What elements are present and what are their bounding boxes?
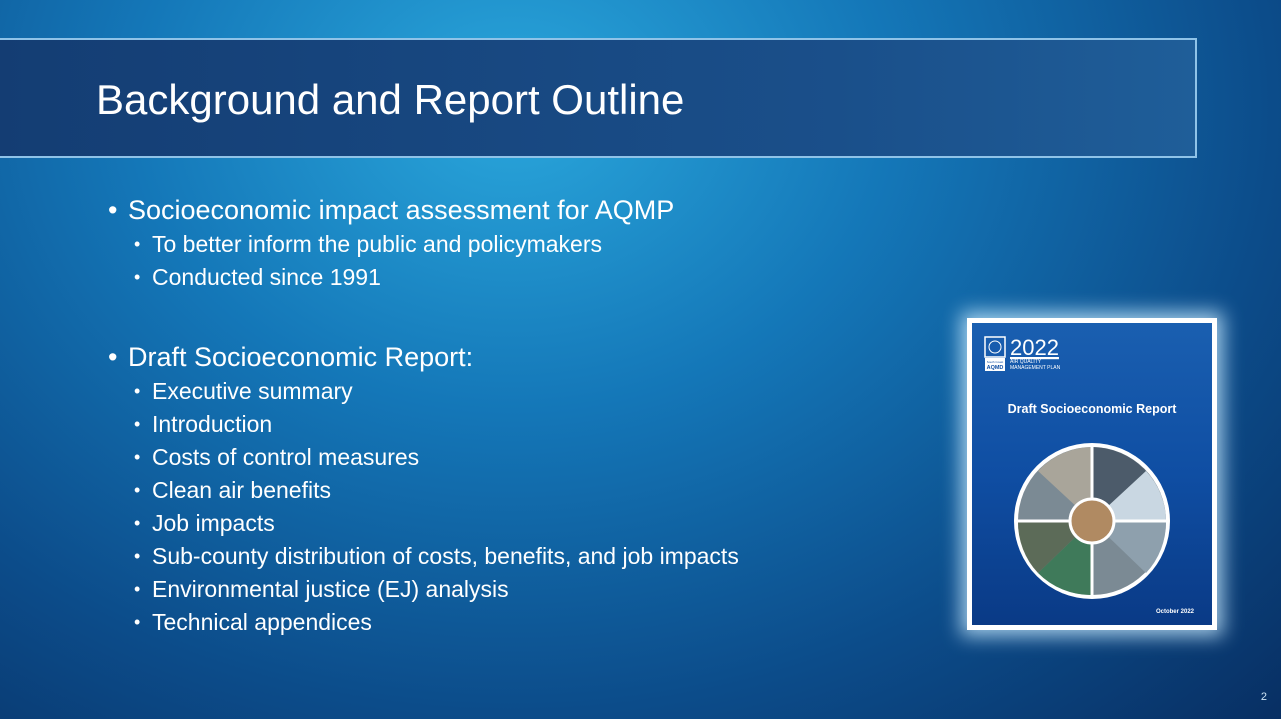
report-cover: South Coast AQMD 2022 AIR QUALITY MANAGE…	[967, 318, 1217, 630]
spacer	[108, 294, 739, 339]
logo-icon	[985, 337, 1005, 357]
plan-line2: MANAGEMENT PLAN	[1010, 365, 1061, 371]
cover-year: 2022	[1010, 335, 1059, 360]
sub-bullet: Introduction	[108, 408, 739, 441]
sub-bullet: Job impacts	[108, 507, 739, 540]
sub-bullet: Clean air benefits	[108, 474, 739, 507]
bullet: Draft Socioeconomic Report:	[108, 339, 739, 375]
logo-circle	[989, 341, 1001, 353]
slide-title: Background and Report Outline	[96, 40, 684, 160]
agency-line2: AQMD	[987, 365, 1004, 371]
sub-bullet: Executive summary	[108, 375, 739, 408]
slide: Background and Report Outline Socioecono…	[0, 0, 1281, 719]
sub-bullet: Costs of control measures	[108, 441, 739, 474]
sub-bullet: Environmental justice (EJ) analysis	[108, 573, 739, 606]
agency-line1: South Coast	[987, 360, 1004, 364]
bullet: Socioeconomic impact assessment for AQMP	[108, 192, 739, 228]
report-title: Draft Socioeconomic Report	[1008, 402, 1178, 416]
sub-bullet: Sub-county distribution of costs, benefi…	[108, 540, 739, 573]
sub-bullet: Conducted since 1991	[108, 261, 739, 294]
cover-art: South Coast AQMD 2022 AIR QUALITY MANAGE…	[972, 323, 1212, 625]
sub-bullet: To better inform the public and policyma…	[108, 228, 739, 261]
sub-bullet: Technical appendices	[108, 606, 739, 639]
bullet-list: Socioeconomic impact assessment for AQMP…	[108, 192, 739, 639]
page-number: 2	[1261, 691, 1267, 703]
photo-wheel	[1014, 443, 1170, 599]
cover-date: October 2022	[1156, 609, 1195, 615]
center-photo	[1070, 499, 1114, 543]
